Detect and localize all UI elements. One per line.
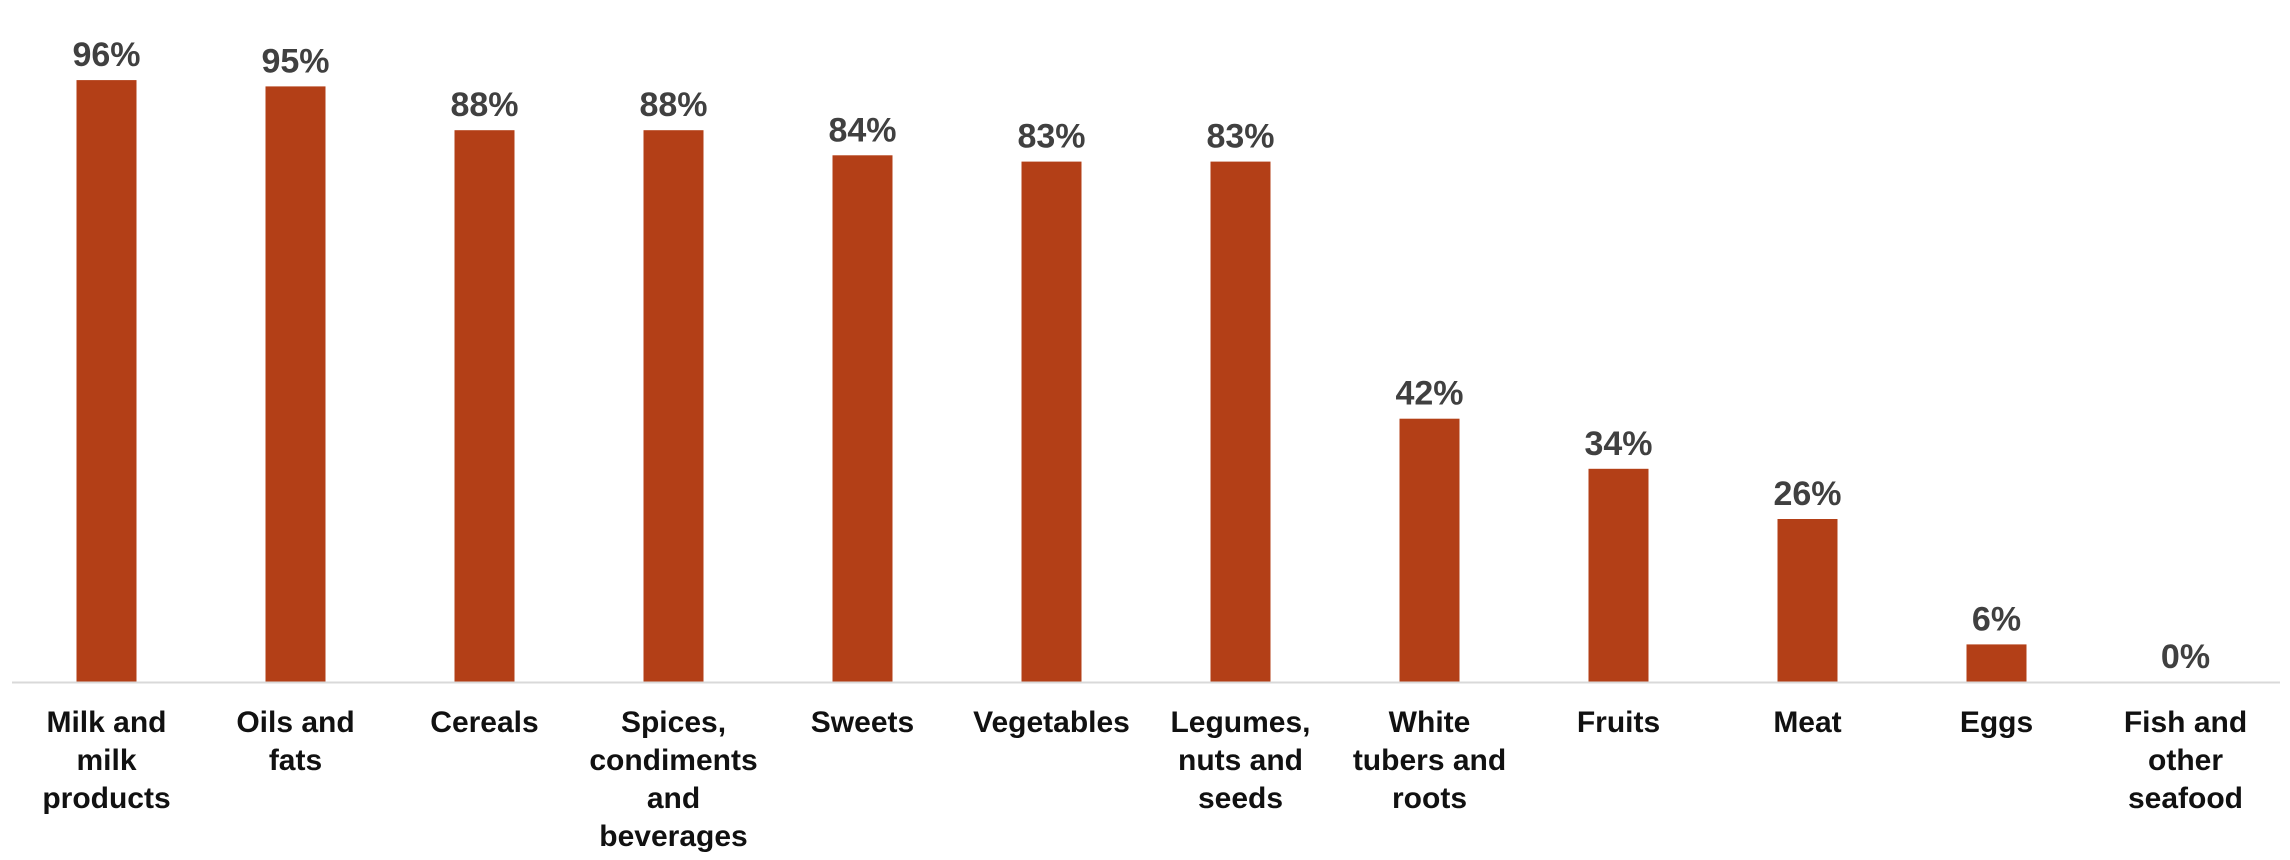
- bar: [1966, 644, 2027, 682]
- bar: [76, 80, 137, 683]
- category-label: Legumes, nuts and seeds: [1170, 706, 1310, 815]
- bar-value-label: 83%: [1017, 118, 1085, 156]
- bar-value-label: 84%: [828, 111, 896, 149]
- category-label: Oils and fats: [236, 706, 354, 777]
- bar-value-label: 83%: [1206, 118, 1274, 156]
- category-labels-group: Milk and milk products Oils and fats Cereals S…: [42, 706, 2247, 853]
- bar-value-label: 42%: [1395, 375, 1463, 413]
- bar-value-label: 96%: [72, 36, 140, 74]
- category-label: Spices, condiments and beverages: [589, 706, 757, 853]
- bar-value-label: 34%: [1584, 425, 1652, 463]
- value-labels-group: 96% 95% 88% 88% 84% 83% 83% 42% 34% 26% 6% 0%: [72, 36, 2210, 676]
- category-label: Vegetables: [973, 706, 1130, 739]
- bar: [832, 155, 893, 683]
- category-label: Eggs: [1960, 706, 2033, 739]
- category-label: Cereals: [430, 706, 538, 739]
- bar: [643, 130, 704, 682]
- bar-value-label: 26%: [1773, 475, 1841, 513]
- bar: [1210, 161, 1271, 683]
- category-label: Fish and other seafood: [2124, 706, 2247, 815]
- bar: [1021, 161, 1082, 683]
- bar-value-label: 88%: [450, 86, 518, 124]
- bar: [265, 86, 326, 682]
- category-label: Meat: [1773, 706, 1841, 739]
- bar: [1588, 468, 1649, 682]
- category-label: Milk and milk products: [42, 706, 170, 815]
- bar: [1777, 519, 1838, 682]
- bar-value-label: 0%: [2161, 638, 2210, 676]
- category-label: Sweets: [811, 706, 914, 739]
- bar-value-label: 88%: [639, 86, 707, 124]
- bar: [1399, 418, 1460, 682]
- bar-value-label: 6%: [1972, 600, 2021, 638]
- bar: [454, 130, 515, 682]
- category-label: White tubers and roots: [1353, 706, 1506, 815]
- bars-group: [76, 80, 2027, 683]
- category-label: Fruits: [1577, 706, 1660, 739]
- bar-value-label: 95%: [261, 42, 329, 80]
